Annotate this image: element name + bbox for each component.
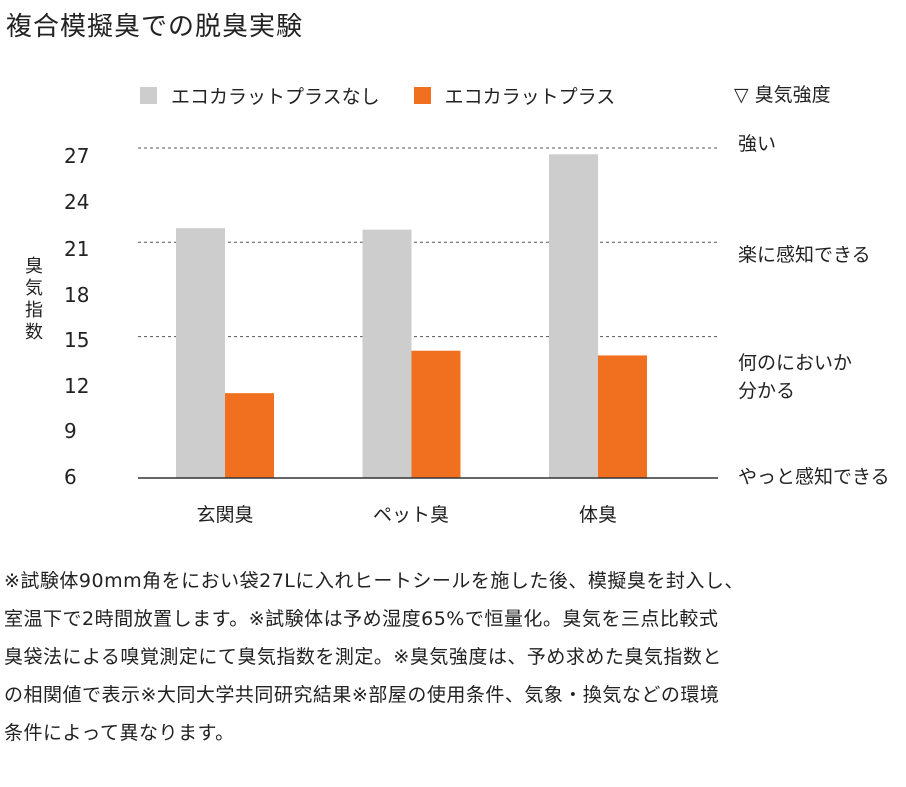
legend-item-with: エコカラットプラス (413, 82, 616, 109)
footnote-line: 室温下で2時間放置します。※試験体は予め湿度65%で恒量化。臭気を三点比較式 (4, 608, 719, 630)
y-tick-label: 9 (64, 419, 77, 443)
bar-plot (138, 147, 718, 479)
bar-without (176, 228, 225, 478)
legend-swatch-with (413, 87, 431, 104)
y-tick-label: 6 (64, 465, 77, 489)
x-tick-label: ペット臭 (372, 504, 449, 526)
bar-with (225, 393, 274, 478)
legend-swatch-without (140, 87, 157, 104)
intensity-level-barely-detected: やっと感知できる (738, 466, 890, 488)
bar-without (362, 229, 412, 478)
intensity-level-recognizable: 何のにおいか 分かる (738, 349, 852, 405)
x-tick-label: 体臭 (578, 504, 617, 526)
y-tick-label: 27 (64, 144, 90, 168)
footnote: ※試験体90mm角をにおい袋27Lに入れヒートシールを施した後、模擬臭を封入し、… (4, 562, 904, 752)
footnote-line: 条件によって異なります。 (4, 722, 235, 744)
y-tick-label: 24 (64, 190, 90, 214)
intensity-level-recognizable-line1: 何のにおいか (738, 352, 853, 374)
footnote-line: 臭袋法による嗅覚測定にて臭気指数を測定。※臭気強度は、予め求めた臭気指数と (4, 646, 722, 668)
intensity-level-strong: 強い (738, 133, 777, 155)
legend-label-with: エコカラットプラス (444, 86, 616, 108)
intensity-level-recognizable-line2: 分かる (738, 380, 796, 402)
y-axis-label: 臭気指数 (25, 256, 43, 343)
y-tick-label: 18 (64, 283, 90, 307)
bar-without (549, 154, 598, 479)
bar-with (598, 355, 647, 478)
legend: エコカラットプラスなし エコカラットプラス (140, 82, 649, 109)
footnote-line: ※試験体90mm角をにおい袋27Lに入れヒートシールを施した後、模擬臭を封入し、 (4, 570, 744, 592)
legend-label-without: エコカラットプラスなし (171, 86, 380, 108)
legend-item-without: エコカラットプラスなし (140, 82, 380, 109)
intensity-level-easily-detected: 楽に感知できる (738, 244, 871, 266)
footnote-line: の相関値で表示※大同大学共同研究結果※部屋の使用条件、気象・換気などの環境 (4, 684, 720, 706)
x-tick-label: 玄関臭 (196, 504, 254, 526)
bar-with (411, 350, 461, 478)
chart-title: 複合模擬臭での脱臭実験 (6, 12, 304, 42)
y-tick-label: 21 (64, 237, 90, 261)
y-tick-label: 15 (64, 328, 90, 352)
intensity-title: ▽ 臭気強度 (734, 84, 831, 106)
y-tick-label: 12 (64, 374, 90, 398)
